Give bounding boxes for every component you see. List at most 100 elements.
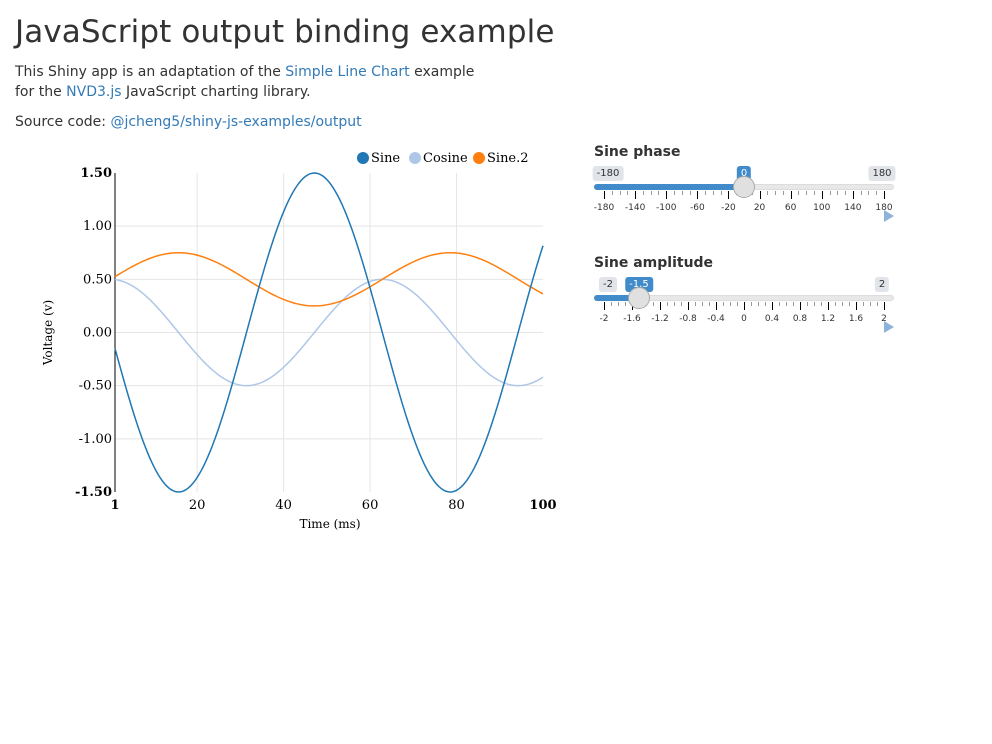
minor-tick (877, 302, 878, 306)
major-tick (604, 302, 605, 310)
minor-tick (845, 191, 847, 195)
minor-tick (619, 191, 621, 195)
series-line-cosine (114, 278, 544, 387)
major-tick (790, 191, 792, 199)
major-tick (772, 302, 773, 310)
intro-text-1: This Shiny app is an adaptation of the (15, 64, 286, 80)
minor-tick (786, 302, 787, 306)
minor-tick (625, 302, 626, 306)
series-line-sine-2 (114, 251, 544, 307)
tick-label: -0.4 (707, 314, 725, 324)
legend-label[interactable]: Sine.2 (487, 151, 529, 166)
tick-label: -180 (593, 203, 615, 213)
tick-label: 20 (753, 203, 766, 213)
tick-label: 0.8 (792, 314, 808, 324)
minor-tick (702, 302, 703, 306)
play-icon[interactable] (884, 210, 894, 222)
minor-tick (705, 191, 707, 195)
x-axis-title: Time (ms) (299, 517, 360, 531)
sine-phase-slider-group: Sine phase -180 -140 -100 -60 -20 20 60 100 140 18… (592, 144, 896, 222)
minor-tick (837, 191, 839, 195)
minor-tick (611, 302, 612, 306)
minor-tick (611, 191, 613, 195)
major-tick (856, 302, 857, 310)
x-tick-label: 40 (275, 498, 292, 513)
major-tick (884, 302, 885, 310)
minor-tick (793, 302, 794, 306)
tick-label: -0.8 (679, 314, 697, 324)
tick-label: 60 (784, 203, 797, 213)
source-line: Source code: @jcheng5/shiny-js-examples/… (15, 112, 362, 132)
slider-fill (594, 295, 639, 301)
y-tick-label: -0.50 (79, 379, 112, 394)
x-tick-label: 100 (529, 498, 556, 513)
minor-tick (821, 302, 822, 306)
sine-phase-slider[interactable]: -180 -140 -100 -60 -20 20 60 100 140 180 -180 180 0 (592, 164, 896, 222)
sine-amplitude-slider-group: Sine amplitude -2 -1.6 -1.2 -0.8 -0.4 0 0.4 0.8 1… (594, 255, 894, 333)
minor-tick (758, 302, 759, 306)
minor-tick (681, 191, 683, 195)
minor-tick (798, 191, 800, 195)
tick-label: 0 (741, 314, 747, 324)
legend-label[interactable]: Sine (371, 151, 400, 166)
min-label: -2 (599, 277, 617, 292)
slider-ticks: -180 -140 -100 -60 -20 20 60 100 140 180 (594, 191, 894, 221)
major-tick (697, 191, 699, 199)
nvd3-link[interactable]: NVD3.js (66, 84, 122, 100)
x-tick-label: 80 (448, 498, 465, 513)
major-tick (604, 191, 605, 199)
minor-tick (842, 302, 843, 306)
x-tick-label: 20 (189, 498, 206, 513)
max-label: 2 (874, 277, 890, 292)
minor-tick (650, 191, 652, 195)
major-tick (884, 191, 885, 199)
legend-marker-cosine[interactable] (409, 152, 421, 164)
tick-label: 140 (844, 203, 862, 213)
minor-tick (807, 302, 808, 306)
x-tick-label: 1 (110, 498, 119, 513)
min-label: -180 (592, 166, 624, 181)
minor-tick (720, 191, 722, 195)
minor-tick (653, 302, 654, 306)
minor-tick (667, 302, 668, 306)
minor-tick (775, 191, 777, 195)
tick-label: -1.2 (651, 314, 669, 324)
legend-marker-sine-2[interactable] (473, 152, 485, 164)
y-axis-title: Voltage (v) (41, 300, 55, 366)
tick-label: -60 (689, 203, 705, 213)
y-tick-label: 0.00 (83, 326, 112, 341)
minor-tick (868, 191, 870, 195)
major-tick (635, 191, 637, 199)
sine-amplitude-slider[interactable]: -2 -1.6 -1.2 -0.8 -0.4 0 0.4 0.8 1.2 1.6 2 -2 2 -1.5 (594, 275, 894, 333)
minor-tick (737, 302, 738, 306)
tick-label: -20 (721, 203, 736, 213)
legend-label[interactable]: Cosine (423, 151, 468, 166)
intro-text-3: JavaScript charting library. (121, 84, 311, 100)
tick-label: 180 (875, 203, 893, 213)
major-tick (660, 302, 661, 310)
tick-label: 0.4 (764, 314, 780, 324)
y-tick-label: 1.50 (80, 166, 112, 181)
source-label: Source code: (15, 114, 111, 130)
major-tick (716, 302, 717, 310)
simple-line-chart-link[interactable]: Simple Line Chart (285, 64, 410, 80)
minor-tick (835, 302, 836, 306)
tick-label: -140 (624, 203, 646, 213)
major-tick (828, 302, 829, 310)
play-icon[interactable] (884, 321, 894, 333)
slider-handle[interactable] (628, 287, 650, 309)
intro-paragraph: This Shiny app is an adaptation of the S… (15, 62, 495, 102)
x-tick-label: 60 (362, 498, 379, 513)
major-tick (744, 302, 745, 310)
minor-tick (658, 191, 660, 195)
minor-tick (814, 191, 815, 195)
legend-marker-sine[interactable] (357, 152, 369, 164)
major-tick (688, 302, 689, 310)
minor-tick (709, 302, 710, 306)
major-tick (759, 191, 761, 199)
line-chart: 1 20 40 60 80 100 1.50 1.00 0.50 0.00 -0.50 -1.00 -1… (41, 151, 557, 531)
source-code-link[interactable]: @jcheng5/shiny-js-examples/output (110, 114, 362, 130)
major-tick (728, 191, 730, 199)
minor-tick (860, 191, 862, 195)
slider-handle[interactable] (733, 176, 755, 198)
